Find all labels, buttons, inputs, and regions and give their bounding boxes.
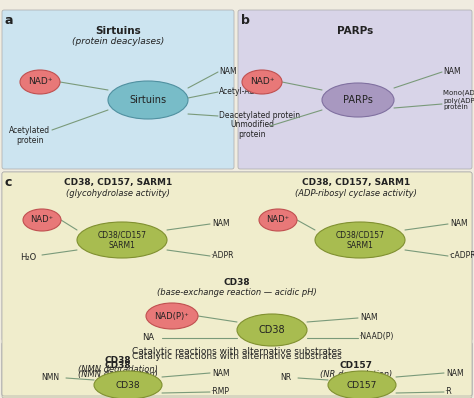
Text: PARPs: PARPs [337,26,373,36]
Text: H₂O: H₂O [20,254,36,263]
Text: NAD⁺: NAD⁺ [266,215,290,224]
FancyBboxPatch shape [2,342,472,396]
Text: (NMN degradation): (NMN degradation) [78,365,158,374]
Text: NAD⁺: NAD⁺ [30,215,54,224]
Text: (NMN degradation): (NMN degradation) [78,370,158,379]
Text: NMN: NMN [41,373,59,382]
Text: ·R: ·R [444,386,452,396]
Ellipse shape [23,209,61,231]
Text: NAD(P)⁺: NAD(P)⁺ [155,312,190,320]
Text: ·ADPR: ·ADPR [210,250,234,259]
Text: CD157: CD157 [347,380,377,390]
FancyBboxPatch shape [238,10,472,169]
Ellipse shape [108,81,188,119]
Text: NAM: NAM [443,68,461,76]
Ellipse shape [94,371,162,398]
Text: (protein deacylases): (protein deacylases) [72,37,164,46]
Ellipse shape [77,222,167,258]
Text: NAM: NAM [446,369,464,377]
Ellipse shape [242,70,282,94]
Text: NAM: NAM [212,369,229,377]
Text: c: c [5,176,12,189]
Ellipse shape [322,83,394,117]
Text: CD38: CD38 [224,278,250,287]
Text: NAD⁺: NAD⁺ [250,78,274,86]
Text: NA: NA [142,334,154,343]
Text: b: b [241,14,250,27]
Ellipse shape [259,209,297,231]
Text: Deacetylated protein: Deacetylated protein [219,111,300,121]
Text: CD157: CD157 [339,361,373,370]
Ellipse shape [315,222,405,258]
Text: NAM: NAM [219,68,237,76]
Text: CD38: CD38 [105,356,131,365]
Text: CD38, CD157, SARM1: CD38, CD157, SARM1 [64,178,172,187]
Text: CD38, CD157, SARM1: CD38, CD157, SARM1 [302,178,410,187]
Text: NR: NR [281,373,292,382]
FancyBboxPatch shape [2,172,472,341]
Text: NAM: NAM [450,220,468,228]
Text: NAD⁺: NAD⁺ [28,78,52,86]
FancyBboxPatch shape [2,172,472,396]
Text: Mono(ADP-ribosyl)ated or
poly(ADP-ribosyl)ated
protein: Mono(ADP-ribosyl)ated or poly(ADP-ribosy… [443,90,474,111]
Text: Catalytic reactions with alternative substrates: Catalytic reactions with alternative sub… [132,352,342,361]
Ellipse shape [237,314,307,346]
Text: Catalytic reactions with alternative substrates: Catalytic reactions with alternative sub… [132,347,342,356]
FancyBboxPatch shape [2,342,472,398]
Text: Unmodified
protein: Unmodified protein [230,120,274,139]
FancyBboxPatch shape [2,10,234,169]
Text: ·cADPR: ·cADPR [448,250,474,259]
Text: ·RMP: ·RMP [210,386,229,396]
Text: NAM: NAM [212,220,229,228]
Ellipse shape [328,371,396,398]
Text: CD38/CD157
SARM1: CD38/CD157 SARM1 [336,230,384,250]
Text: CD38: CD38 [259,325,285,335]
Text: a: a [5,14,13,27]
Text: (glycohydrolase activity): (glycohydrolase activity) [66,189,170,198]
Text: PARPs: PARPs [343,95,373,105]
Text: Acetyl-ADPR: Acetyl-ADPR [219,88,266,96]
Text: Acetylated
protein: Acetylated protein [9,126,51,145]
Ellipse shape [20,70,60,94]
Text: (base-exchange reaction — acidic pH): (base-exchange reaction — acidic pH) [157,288,317,297]
Text: CD38: CD38 [105,361,131,370]
Text: CD38/CD157
SARM1: CD38/CD157 SARM1 [98,230,146,250]
Ellipse shape [146,303,198,329]
Text: Sirtuins: Sirtuins [129,95,166,105]
Text: (NR degradation): (NR degradation) [320,370,392,379]
Text: (ADP-ribosyl cyclase activity): (ADP-ribosyl cyclase activity) [295,189,417,198]
Text: NAM: NAM [360,314,378,322]
Text: CD38: CD38 [116,380,140,390]
Text: ·NAAD(P): ·NAAD(P) [358,332,393,341]
Text: Sirtuins: Sirtuins [95,26,141,36]
